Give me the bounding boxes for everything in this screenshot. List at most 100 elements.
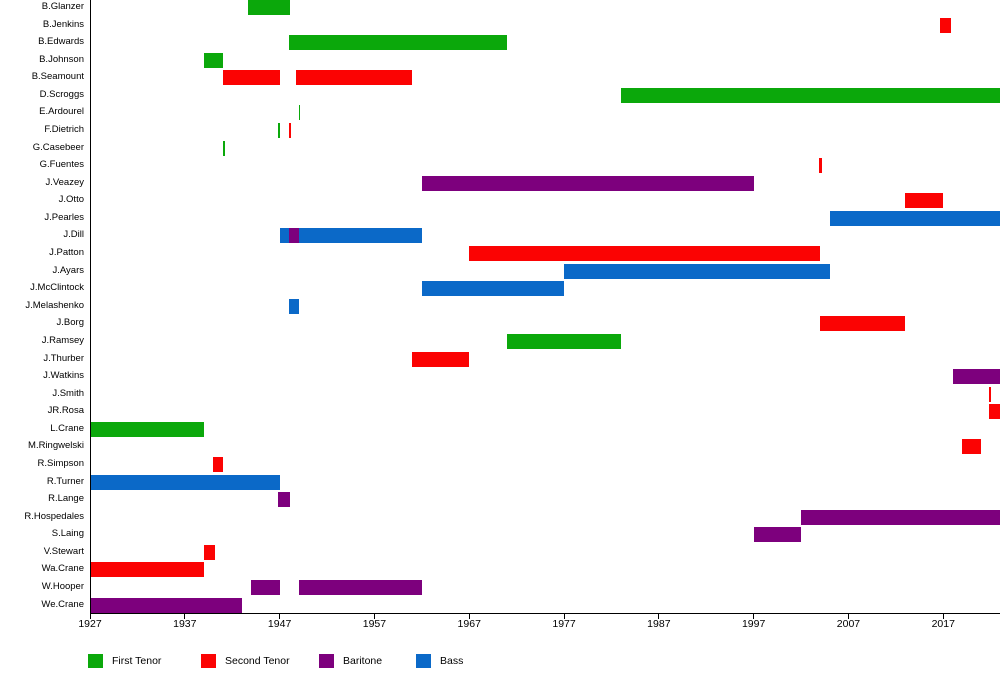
timeline-bar-bass: [829, 210, 1000, 226]
tick-mark-2017: [942, 614, 944, 619]
timeline-bar-first_tenor: [222, 140, 225, 156]
timeline-bar-second_tenor: [289, 123, 291, 139]
timeline-bar-first_tenor: [507, 333, 621, 349]
timeline-bar-baritone: [277, 492, 291, 508]
row-label-f-dietrich: F.Dietrich: [44, 124, 84, 136]
timeline-bar-bass: [298, 228, 422, 244]
tick-label-1957: 1957: [362, 618, 387, 630]
tick-mark-1937: [184, 614, 186, 619]
timeline-bar-baritone: [251, 579, 280, 595]
row-label-j-watkins: J.Watkins: [43, 370, 84, 382]
row-label-m-ringwelski: M.Ringwelski: [28, 440, 84, 452]
row-label-j-patton: J.Patton: [49, 247, 84, 259]
tick-label-1987: 1987: [647, 618, 671, 630]
row-label-r-lange: R.Lange: [48, 493, 84, 505]
row-label-g-casebeer: G.Casebeer: [32, 141, 84, 153]
timeline-bar-baritone: [801, 509, 1000, 525]
timeline-bar-second_tenor: [90, 562, 204, 578]
row-label-j-borg: J.Borg: [56, 317, 84, 329]
timeline-bar-baritone: [289, 228, 299, 244]
timeline-bar-second_tenor: [412, 351, 470, 367]
legend-swatch-bass: [416, 654, 431, 668]
tick-label-1997: 1997: [741, 618, 766, 630]
legend-label-baritone: Baritone: [343, 655, 383, 667]
x-axis-line: [90, 613, 1000, 614]
timeline-bar-second_tenor: [820, 316, 906, 332]
timeline-bar-bass: [289, 298, 299, 314]
timeline-bar-second_tenor: [469, 246, 821, 262]
row-label-g-fuentes: G.Fuentes: [39, 159, 84, 171]
timeline-bar-second_tenor: [905, 193, 944, 209]
timeline-bar-second_tenor: [940, 17, 951, 33]
row-label-s-laing: S.Laing: [51, 528, 84, 540]
timeline-bar-baritone: [298, 579, 422, 595]
legend-swatch-second_tenor: [201, 654, 216, 668]
timeline-bar-first_tenor: [248, 0, 291, 15]
row-label-j-veazey: J.Veazey: [45, 176, 84, 188]
row-label-j-melashenko: J.Melashenko: [25, 299, 84, 311]
row-label-j-otto: J.Otto: [58, 194, 84, 206]
tick-label-1937: 1937: [173, 618, 197, 630]
timeline-bar-second_tenor: [819, 158, 822, 174]
row-label-b-glanzer: B.Glanzer: [41, 1, 84, 12]
timeline-bar-first_tenor: [620, 87, 1000, 103]
tick-mark-1987: [658, 614, 660, 619]
row-label-d-scroggs: D.Scroggs: [39, 88, 84, 100]
timeline-bar-first_tenor: [90, 421, 204, 437]
tick-label-1967: 1967: [457, 618, 481, 630]
timeline-bar-second_tenor: [988, 386, 991, 402]
row-label-j-smith: J.Smith: [52, 387, 84, 399]
tick-mark-2007: [847, 614, 849, 619]
timeline-bar-bass: [564, 263, 830, 279]
timeline-bar-second_tenor: [988, 404, 1000, 420]
row-label-l-crane: L.Crane: [50, 422, 84, 434]
timeline-bar-baritone: [90, 597, 242, 613]
timeline-bar-second_tenor: [222, 70, 280, 86]
tick-mark-1957: [373, 614, 375, 619]
timeline-bar-bass: [279, 228, 290, 244]
row-label-e-ardourel: E.Ardourel: [39, 106, 84, 118]
tick-mark-1947: [279, 614, 281, 619]
timeline-bar-second_tenor: [203, 544, 216, 560]
tick-mark-1927: [89, 614, 91, 619]
row-label-j-dill: J.Dill: [63, 229, 84, 241]
row-label-j-ramsey: J.Ramsey: [41, 334, 84, 346]
timeline-bar-baritone: [421, 175, 754, 191]
row-label-v-stewart: V.Stewart: [43, 545, 84, 557]
row-label-b-johnson: B.Johnson: [39, 53, 84, 65]
row-label-b-seamount: B.Seamount: [31, 71, 84, 83]
row-label-j-thurber: J.Thurber: [43, 352, 84, 364]
tick-label-1947: 1947: [267, 618, 292, 630]
tick-label-1977: 1977: [552, 618, 576, 630]
row-label-b-jenkins: B.Jenkins: [42, 18, 84, 30]
timeline-bar-second_tenor: [295, 70, 413, 86]
row-label-b-edwards: B.Edwards: [38, 36, 84, 48]
timeline-bar-second_tenor: [213, 456, 223, 472]
timeline-bar-bass: [421, 281, 565, 297]
timeline-bar-baritone: [952, 369, 1000, 385]
timeline-bar-first_tenor: [203, 52, 223, 68]
row-label-r-simpson: R.Simpson: [37, 457, 84, 469]
timeline-bar-first_tenor: [289, 35, 508, 51]
legend-label-second_tenor: Second Tenor: [225, 655, 290, 667]
row-label-r-hospedales: R.Hospedales: [24, 510, 84, 522]
tick-mark-1967: [468, 614, 470, 619]
timeline-bar-baritone: [753, 527, 802, 543]
row-label-wa-crane: Wa.Crane: [41, 563, 84, 575]
row-label-j-ayars: J.Ayars: [52, 264, 84, 276]
tick-label-1927: 1927: [78, 618, 102, 630]
legend-swatch-first_tenor: [88, 654, 103, 668]
y-axis-line: [90, 0, 91, 614]
tick-mark-1997: [753, 614, 755, 619]
legend-label-bass: Bass: [440, 655, 464, 667]
legend-label-first_tenor: First Tenor: [112, 655, 162, 667]
timeline-bar-first_tenor: [277, 123, 280, 139]
row-label-j-mcclintock: J.McClintock: [30, 282, 84, 294]
row-label-r-turner: R.Turner: [46, 475, 84, 487]
tick-mark-1977: [563, 614, 565, 619]
timeline-bar-first_tenor: [298, 105, 301, 121]
tick-label-2017: 2017: [931, 618, 955, 630]
timeline-bar-bass: [90, 474, 280, 490]
row-label-jr-rosa: JR.Rosa: [47, 405, 84, 417]
